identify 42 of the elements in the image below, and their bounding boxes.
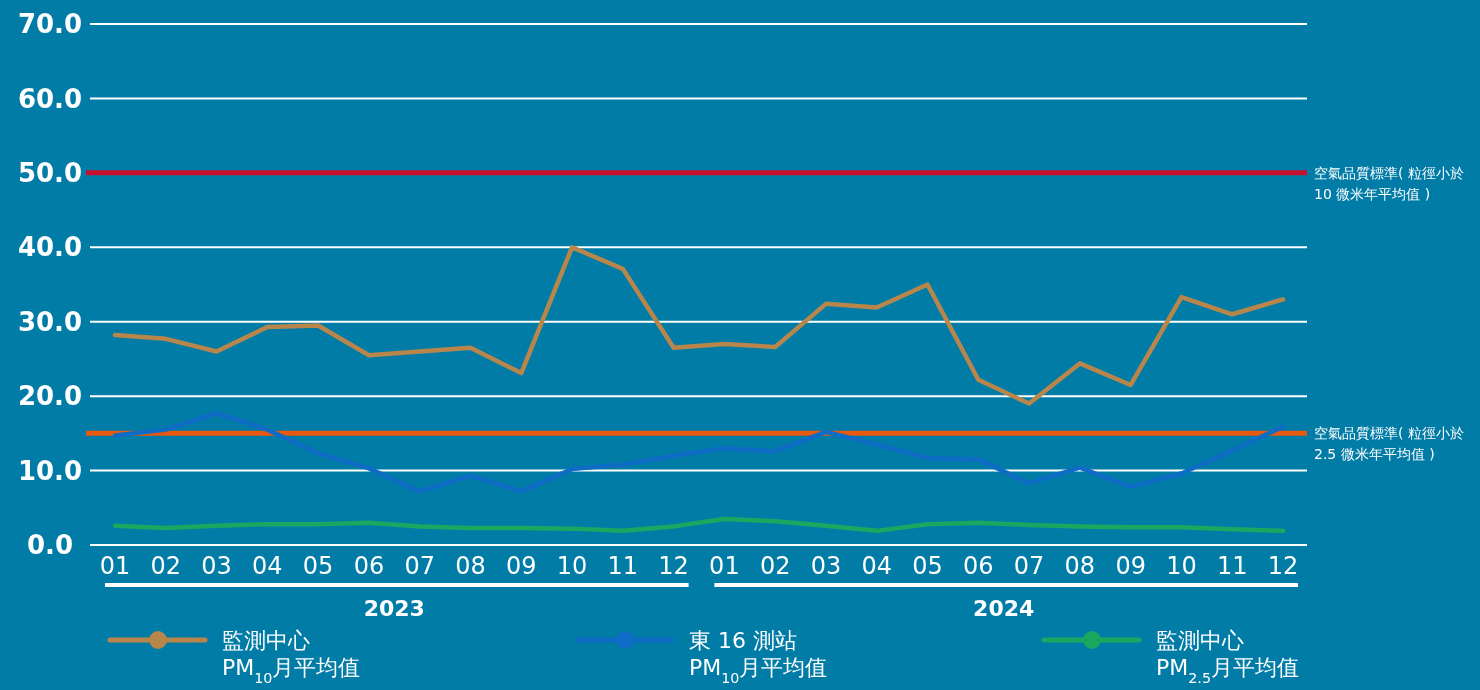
x-tick-label: 02 <box>759 552 791 580</box>
x-tick-label: 03 <box>201 552 232 580</box>
legend-label: 東 16 測站 PM$_{10}$月平均值 <box>689 628 828 686</box>
y-tick-label: 20.0 <box>17 381 83 412</box>
text: 2024 <box>973 596 1035 621</box>
ref-line-label: 空氣品質標準( 粒徑小於 10 微米年平均值 ) <box>1314 163 1464 204</box>
x-tick-label: 10 <box>1166 552 1197 580</box>
y-tick-label: 30.0 <box>17 306 83 337</box>
line-series <box>112 245 1286 406</box>
x-tick-label: 01 <box>99 552 131 580</box>
legend-label: 監測中心 PM$_{10}$月平均值 <box>222 628 361 686</box>
y-tick-label: 10.0 <box>17 455 83 486</box>
x-tick-label: 06 <box>963 552 994 580</box>
x-tick-label: 11 <box>607 552 639 580</box>
x-tick-label: 10 <box>556 552 588 580</box>
y-tick-label: 40.0 <box>17 232 83 263</box>
x-tick-label: 12 <box>658 552 689 580</box>
x-tick-label: 09 <box>1115 552 1146 580</box>
text: 2023 <box>363 596 425 621</box>
y-tick-label: 50.0 <box>17 157 83 188</box>
x-tick-label: 05 <box>912 552 943 580</box>
x-tick-label: 02 <box>150 552 182 580</box>
x-tick-label: 04 <box>252 552 283 580</box>
x-tick-label: 11 <box>1216 552 1248 580</box>
legend-label: 監測中心 PM$_{2.5}$月平均值 <box>1156 628 1299 686</box>
x-tick-label: 08 <box>455 552 486 580</box>
x-tick-label: 04 <box>861 552 893 580</box>
x-tick-label: 07 <box>1013 552 1045 580</box>
x-tick-label: 08 <box>1064 552 1096 580</box>
x-tick-label: 12 <box>1267 552 1299 580</box>
y-tick-label: 0.0 <box>26 530 74 561</box>
line-series <box>112 516 1286 534</box>
x-tick-label: 09 <box>505 552 537 580</box>
x-tick-label: 06 <box>353 552 385 580</box>
y-tick-label: 60.0 <box>17 83 83 114</box>
x-tick-label: 07 <box>404 552 435 580</box>
x-tick-label: 03 <box>810 552 842 580</box>
line-series <box>112 411 1286 494</box>
x-tick-label: 01 <box>709 552 740 580</box>
y-tick-label: 70.0 <box>17 9 83 40</box>
ref-line-label: 空氣品質標準( 粒徑小於 2.5 微米年平均值 ) <box>1314 424 1464 465</box>
x-tick-label: 05 <box>302 552 334 580</box>
